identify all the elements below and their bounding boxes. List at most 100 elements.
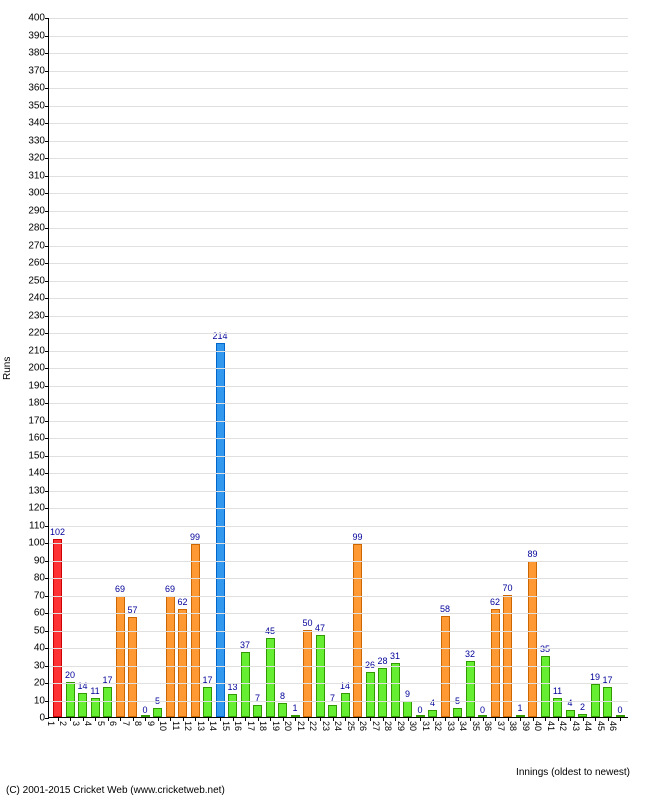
grid-line: [49, 298, 628, 299]
y-tick-label: 250: [28, 275, 45, 286]
bar-value-label: 0: [617, 705, 622, 715]
y-tick-mark: [45, 456, 49, 457]
x-tick-label: 28: [383, 721, 393, 731]
bar-value-label: 2: [580, 702, 585, 712]
bar: [453, 708, 462, 717]
y-tick-mark: [45, 211, 49, 212]
bar: [128, 617, 137, 717]
grid-line: [49, 701, 628, 702]
y-tick-mark: [45, 71, 49, 72]
grid-line: [49, 456, 628, 457]
y-tick-label: 290: [28, 205, 45, 216]
x-tick-label: 10: [158, 721, 168, 731]
grid-line: [49, 421, 628, 422]
bar-value-label: 69: [115, 584, 125, 594]
y-tick-mark: [45, 141, 49, 142]
y-tick-mark: [45, 683, 49, 684]
x-tick-label: 34: [458, 721, 468, 731]
bar: [466, 661, 475, 717]
grid-line: [49, 281, 628, 282]
y-tick-label: 330: [28, 135, 45, 146]
x-tick-label: 18: [258, 721, 268, 731]
y-tick-label: 30: [34, 660, 45, 671]
grid-line: [49, 351, 628, 352]
bar-value-label: 31: [390, 651, 400, 661]
x-tick-label: 17: [246, 721, 256, 731]
y-tick-mark: [45, 613, 49, 614]
x-tick-label: 16: [233, 721, 243, 731]
x-tick-label: 15: [221, 721, 231, 731]
bar: [378, 668, 387, 717]
grid-line: [49, 193, 628, 194]
y-tick-label: 370: [28, 65, 45, 76]
grid-line: [49, 613, 628, 614]
bar-value-label: 70: [502, 583, 512, 593]
grid-line: [49, 473, 628, 474]
y-tick-label: 230: [28, 310, 45, 321]
x-tick-label: 1: [46, 721, 56, 726]
y-tick-label: 400: [28, 13, 45, 24]
y-tick-label: 200: [28, 363, 45, 374]
y-tick-label: 40: [34, 643, 45, 654]
bar: [603, 687, 612, 717]
x-tick-label: 33: [446, 721, 456, 731]
bar-value-label: 1: [292, 703, 297, 713]
grid-line: [49, 123, 628, 124]
y-tick-label: 50: [34, 625, 45, 636]
y-tick-label: 90: [34, 555, 45, 566]
x-tick-label: 24: [333, 721, 343, 731]
grid-line: [49, 683, 628, 684]
y-tick-label: 180: [28, 398, 45, 409]
bar: [328, 705, 337, 717]
x-tick-label: 11: [171, 721, 181, 730]
y-tick-mark: [45, 596, 49, 597]
y-tick-label: 20: [34, 678, 45, 689]
y-tick-mark: [45, 246, 49, 247]
y-tick-label: 220: [28, 328, 45, 339]
y-tick-mark: [45, 438, 49, 439]
x-tick-label: 20: [283, 721, 293, 731]
copyright-text: (C) 2001-2015 Cricket Web (www.cricketwe…: [6, 785, 225, 796]
bar-value-label: 62: [177, 597, 187, 607]
y-tick-label: 380: [28, 48, 45, 59]
grid-line: [49, 158, 628, 159]
y-tick-mark: [45, 263, 49, 264]
grid-line: [49, 578, 628, 579]
y-tick-label: 310: [28, 170, 45, 181]
x-tick-label: 3: [71, 721, 81, 726]
y-tick-label: 350: [28, 100, 45, 111]
bar-value-label: 20: [65, 670, 75, 680]
y-tick-label: 170: [28, 415, 45, 426]
bar-value-label: 14: [340, 681, 350, 691]
x-tick-label: 42: [558, 721, 568, 731]
bar: [78, 693, 87, 718]
bar-value-label: 214: [212, 331, 227, 341]
y-tick-label: 120: [28, 503, 45, 514]
y-tick-mark: [45, 176, 49, 177]
y-tick-label: 360: [28, 83, 45, 94]
grid-line: [49, 246, 628, 247]
grid-line: [49, 53, 628, 54]
grid-line: [49, 141, 628, 142]
y-tick-mark: [45, 648, 49, 649]
x-tick-label: 31: [421, 721, 431, 731]
x-tick-label: 37: [496, 721, 506, 731]
y-tick-mark: [45, 333, 49, 334]
grid-line: [49, 106, 628, 107]
bar: [391, 663, 400, 717]
y-tick-label: 300: [28, 188, 45, 199]
x-tick-label: 7: [121, 721, 131, 726]
y-tick-mark: [45, 298, 49, 299]
grid-line: [49, 176, 628, 177]
bar-value-label: 28: [377, 656, 387, 666]
grid-line: [49, 18, 628, 19]
grid-line: [49, 211, 628, 212]
y-tick-label: 100: [28, 538, 45, 549]
x-axis-title: Innings (oldest to newest): [516, 767, 630, 778]
y-tick-mark: [45, 18, 49, 19]
y-tick-mark: [45, 631, 49, 632]
bar: [528, 561, 537, 717]
y-tick-label: 70: [34, 590, 45, 601]
y-tick-mark: [45, 491, 49, 492]
bar-value-label: 1: [517, 703, 522, 713]
